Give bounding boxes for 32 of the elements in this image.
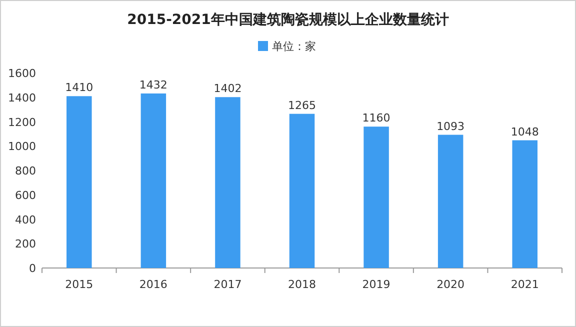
data-label: 1093 (436, 120, 465, 133)
bar (364, 126, 389, 268)
y-tick-label: 400 (15, 213, 36, 226)
x-tick-label: 2015 (65, 278, 94, 291)
bar (140, 93, 166, 268)
data-label: 1048 (510, 125, 539, 138)
data-label: 1432 (139, 78, 168, 92)
bar (215, 97, 240, 268)
y-tick-label: 800 (15, 164, 36, 178)
legend-label: 单位：家 (272, 40, 316, 53)
y-tick-label: 1600 (8, 67, 36, 80)
y-tick-label: 600 (15, 188, 36, 202)
bar (512, 140, 538, 268)
y-tick-label: 1200 (8, 116, 36, 129)
x-tick-label: 2018 (288, 278, 316, 291)
x-tick-label: 2017 (214, 278, 242, 291)
data-label: 1265 (288, 98, 316, 112)
y-tick-label: 1400 (8, 91, 36, 104)
x-tick-label: 2019 (362, 278, 390, 291)
y-tick-label: 200 (15, 238, 36, 251)
data-label: 1410 (65, 81, 94, 94)
x-tick-label: 2021 (510, 278, 539, 291)
bar (289, 114, 315, 268)
x-tick-label: 2016 (139, 278, 168, 291)
y-tick-label: 1000 (8, 140, 36, 154)
data-label: 1402 (214, 82, 242, 96)
y-tick-label: 0 (29, 262, 36, 275)
bar (66, 96, 92, 268)
bar (438, 134, 464, 268)
data-label: 1160 (362, 112, 390, 125)
chart-title: 2015-2021年中国建筑陶瓷规模以上企业数量统计 (127, 11, 449, 28)
x-tick-label: 2020 (436, 278, 465, 291)
